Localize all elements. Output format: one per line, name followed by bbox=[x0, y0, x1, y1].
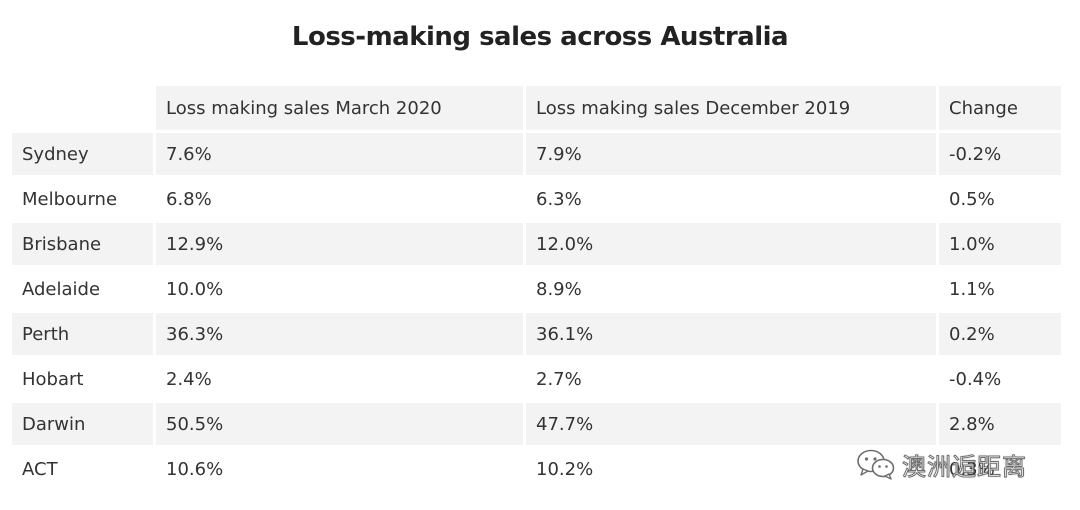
table-row: Sydney 7.6% 7.9% -0.2% bbox=[12, 133, 1061, 175]
cell-march-2020: 2.4% bbox=[156, 358, 523, 400]
header-corner bbox=[12, 86, 153, 130]
row-label-city: Melbourne bbox=[12, 178, 153, 220]
cell-march-2020: 10.0% bbox=[156, 268, 523, 310]
table-row: Hobart 2.4% 2.7% -0.4% bbox=[12, 358, 1061, 400]
row-label-city: Sydney bbox=[12, 133, 153, 175]
cell-december-2019: 8.9% bbox=[526, 268, 936, 310]
header-december-2019: Loss making sales December 2019 bbox=[526, 86, 936, 130]
table-body: Sydney 7.6% 7.9% -0.2% Melbourne 6.8% 6.3% 0.5%… bbox=[12, 133, 1061, 490]
table-row: Brisbane 12.9% 12.0% 1.0% bbox=[12, 223, 1061, 265]
row-label-city: Darwin bbox=[12, 403, 153, 445]
cell-change: -0.4% bbox=[939, 358, 1061, 400]
cell-december-2019: 36.1% bbox=[526, 313, 936, 355]
cell-march-2020: 50.5% bbox=[156, 403, 523, 445]
row-label-city: Adelaide bbox=[12, 268, 153, 310]
cell-december-2019: 47.7% bbox=[526, 403, 936, 445]
table-row: Darwin 50.5% 47.7% 2.8% bbox=[12, 403, 1061, 445]
cell-december-2019: 7.9% bbox=[526, 133, 936, 175]
data-table: Loss making sales March 2020 Loss making… bbox=[9, 83, 1064, 493]
cell-march-2020: 7.6% bbox=[156, 133, 523, 175]
row-label-city: Perth bbox=[12, 313, 153, 355]
table-row: Adelaide 10.0% 8.9% 1.1% bbox=[12, 268, 1061, 310]
watermark-text: 澳洲逅距离 bbox=[902, 452, 1027, 481]
cell-december-2019: 2.7% bbox=[526, 358, 936, 400]
cell-change: 0.5% bbox=[939, 178, 1061, 220]
table-row: Melbourne 6.8% 6.3% 0.5% bbox=[12, 178, 1061, 220]
cell-march-2020: 36.3% bbox=[156, 313, 523, 355]
cell-march-2020: 10.6% bbox=[156, 448, 523, 490]
cell-change: 0.2% bbox=[939, 313, 1061, 355]
row-label-city: Hobart bbox=[12, 358, 153, 400]
cell-december-2019: 12.0% bbox=[526, 223, 936, 265]
wechat-icon bbox=[857, 449, 895, 480]
header-change: Change bbox=[939, 86, 1061, 130]
cell-change: 1.1% bbox=[939, 268, 1061, 310]
cell-change: 1.0% bbox=[939, 223, 1061, 265]
cell-march-2020: 12.9% bbox=[156, 223, 523, 265]
table-row: ACT 10.6% 10.2% 0.3% bbox=[12, 448, 1061, 490]
row-label-city: Brisbane bbox=[12, 223, 153, 265]
chart-title: Loss-making sales across Australia bbox=[291, 22, 789, 52]
cell-december-2019: 6.3% bbox=[526, 178, 936, 220]
header-march-2020: Loss making sales March 2020 bbox=[156, 86, 523, 130]
cell-change: -0.2% bbox=[939, 133, 1061, 175]
table-row: Perth 36.3% 36.1% 0.2% bbox=[12, 313, 1061, 355]
cell-march-2020: 6.8% bbox=[156, 178, 523, 220]
cell-change: 2.8% bbox=[939, 403, 1061, 445]
cell-change: 0.3% bbox=[939, 448, 1061, 490]
row-label-city: ACT bbox=[12, 448, 153, 490]
table-header-row: Loss making sales March 2020 Loss making… bbox=[12, 86, 1061, 130]
watermark: 澳洲逅距离 bbox=[856, 444, 1027, 484]
